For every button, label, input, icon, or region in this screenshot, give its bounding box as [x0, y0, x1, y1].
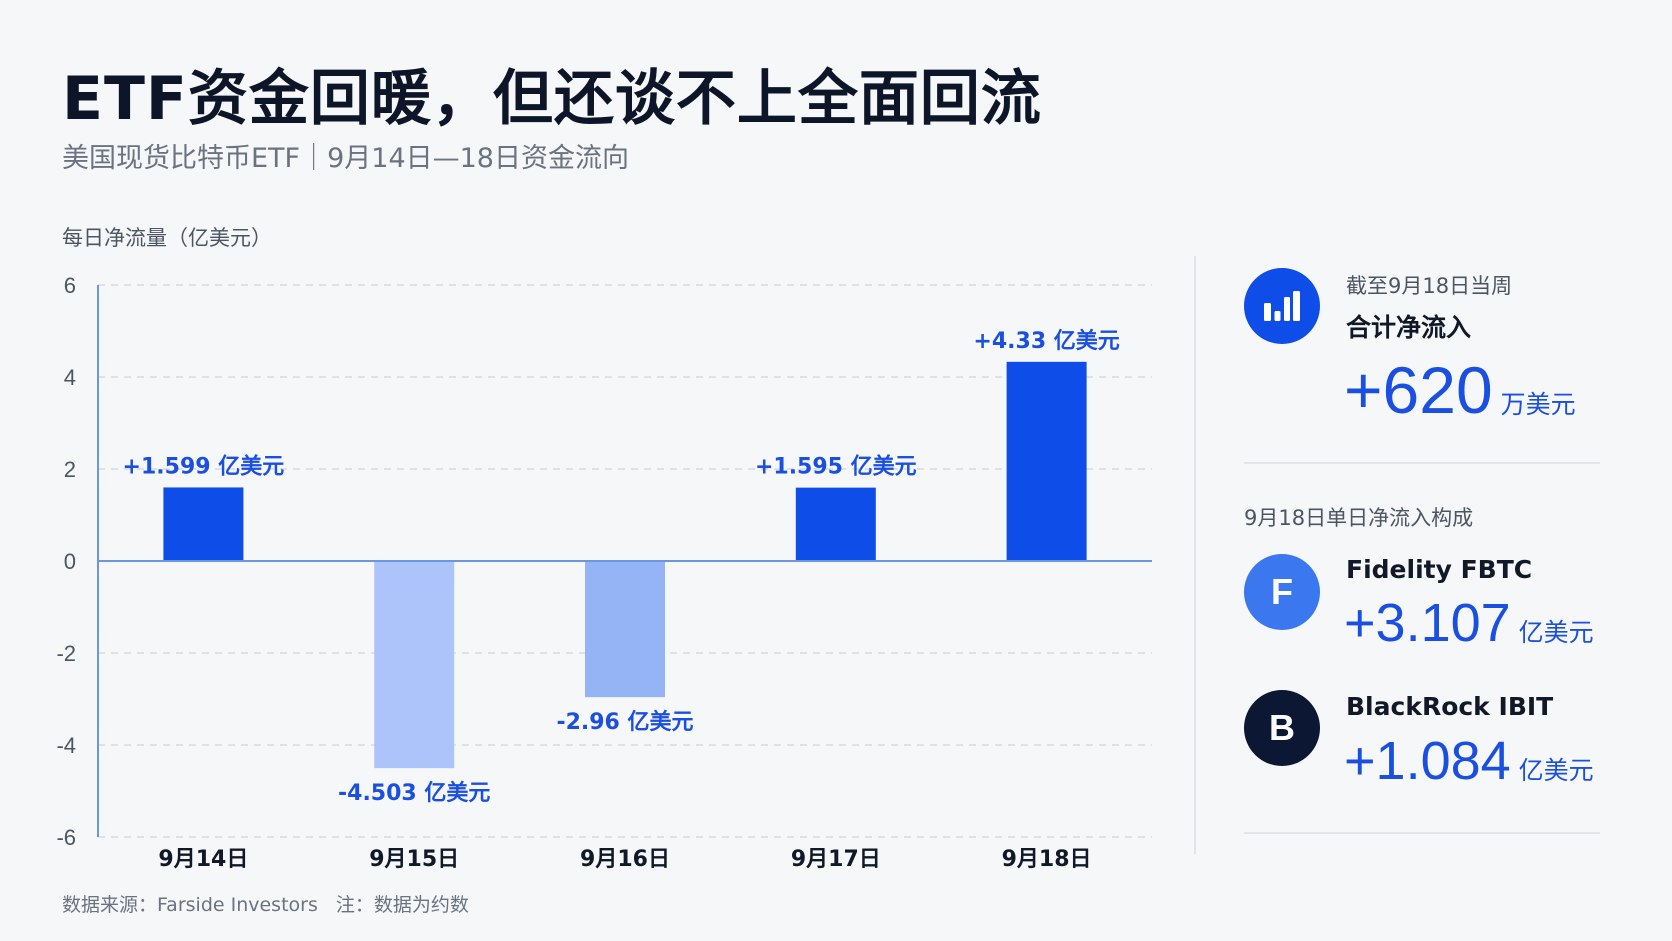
- y-tick-label: 2: [64, 457, 76, 482]
- summary-value: +620 万美元: [1344, 352, 1576, 428]
- blackrock-badge-icon: B: [1244, 690, 1320, 766]
- x-tick-label: 9月17日: [791, 847, 881, 872]
- blackrock-value-unit: 亿美元: [1518, 756, 1594, 785]
- blackrock-name: BlackRock IBIT: [1346, 692, 1554, 721]
- x-tick-label: 9月15日: [369, 847, 459, 872]
- chart-axes: [97, 285, 1152, 837]
- summary-caption: 截至9月18日当周: [1346, 274, 1513, 298]
- chart-bars: [163, 361, 1087, 769]
- source-text: 数据来源：Farside Investors: [62, 894, 318, 916]
- x-tick-label: 9月18日: [1002, 847, 1092, 872]
- footnote-text: 注：数据为约数: [335, 894, 469, 916]
- blackrock-value: +1.084 亿美元: [1344, 730, 1594, 792]
- data-label: -2.96 亿美元: [556, 709, 693, 735]
- panel-divider: [1194, 256, 1196, 854]
- bar-chart: 6 4 2 0 -2 -4 -6 +1.599 亿美元 -4.503 亿美元 -2.96 亿美元…: [56, 273, 1152, 872]
- page-title: ETF资金回暖，但还谈不上全面回流: [62, 64, 1042, 134]
- x-tick-label: 9月16日: [580, 847, 670, 872]
- y-axis-ticks: 6 4 2 0 -2 -4 -6: [56, 273, 76, 850]
- summary-label: 合计净流入: [1346, 313, 1472, 342]
- data-label: +4.33 亿美元: [973, 328, 1119, 354]
- bar: [374, 561, 455, 769]
- fidelity-value-unit: 亿美元: [1518, 618, 1594, 647]
- summary-value-unit: 万美元: [1500, 390, 1576, 419]
- y-tick-label: 4: [64, 365, 76, 390]
- y-axis-label: 每日净流量（亿美元）: [62, 226, 272, 250]
- y-tick-label: 0: [64, 549, 76, 574]
- bar-chart-icon: [1244, 268, 1320, 344]
- fidelity-value-number: +3.107: [1344, 593, 1511, 653]
- x-axis-ticks: 9月14日 9月15日 9月16日 9月17日 9月18日: [158, 847, 1091, 872]
- blackrock-value-number: +1.084: [1344, 731, 1511, 791]
- x-tick-label: 9月14日: [158, 847, 248, 872]
- y-tick-label: -2: [56, 641, 76, 666]
- source-note: 数据来源：Farside Investors 注：数据为约数: [62, 890, 469, 917]
- section-divider-bottom: [1244, 832, 1600, 834]
- fidelity-badge-letter: F: [1271, 571, 1293, 612]
- y-tick-label: 6: [64, 273, 76, 298]
- fidelity-badge-icon: F: [1244, 554, 1320, 630]
- y-tick-label: -4: [56, 733, 76, 758]
- section-divider: [1244, 462, 1600, 464]
- data-label: +1.595 亿美元: [755, 454, 917, 480]
- bar: [795, 487, 876, 561]
- data-label: +1.599 亿美元: [123, 453, 285, 479]
- blackrock-badge-letter: B: [1269, 707, 1295, 748]
- summary-value-number: +620: [1344, 353, 1493, 427]
- data-label: -4.503 亿美元: [338, 780, 490, 806]
- page-subtitle: 美国现货比特币ETF｜9月14日—18日资金流向: [62, 143, 629, 174]
- bar: [163, 487, 244, 561]
- fidelity-name: Fidelity FBTC: [1346, 555, 1533, 584]
- bar: [1006, 361, 1087, 561]
- bar: [585, 561, 665, 698]
- y-tick-label: -6: [56, 825, 76, 850]
- breakdown-heading: 9月18日单日净流入构成: [1244, 506, 1474, 530]
- fidelity-value: +3.107 亿美元: [1344, 592, 1594, 654]
- chart-data-labels: +1.599 亿美元 -4.503 亿美元 -2.96 亿美元 +1.595 亿美元 +…: [123, 328, 1120, 806]
